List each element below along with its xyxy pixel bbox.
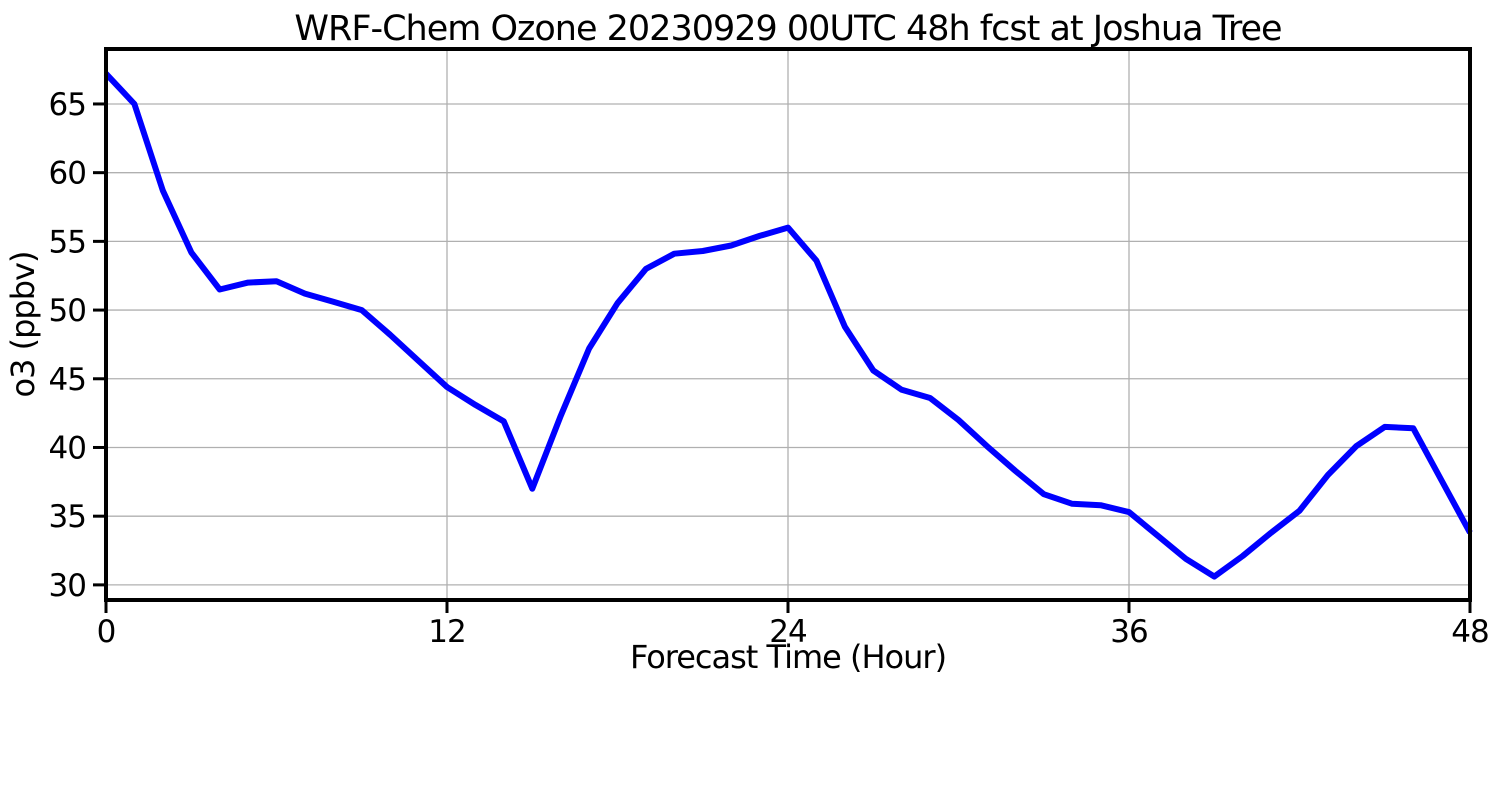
x-tick-label: 48 <box>1451 614 1488 650</box>
tick-layer: 0 12 24 36 48 30 35 40 45 50 55 60 65 <box>49 87 1490 650</box>
y-tick-label: 35 <box>49 499 86 535</box>
y-tick-label: 30 <box>49 568 86 604</box>
y-tick-label: 55 <box>49 224 86 260</box>
y-tick-label: 65 <box>49 87 86 123</box>
y-axis-label: o3 (ppbv) <box>4 252 42 398</box>
y-tick-label: 40 <box>49 430 86 466</box>
x-axis-label: Forecast Time (Hour) <box>630 638 946 676</box>
ozone-series-line <box>103 71 1473 580</box>
axis-layer <box>104 47 1472 602</box>
chart-title: WRF-Chem Ozone 20230929 00UTC 48h fcst a… <box>294 9 1281 49</box>
y-tick-label: 60 <box>49 156 86 192</box>
x-tick-label: 0 <box>97 614 116 650</box>
series-layer <box>103 71 1473 580</box>
grid-layer <box>106 49 1470 600</box>
y-tick-label: 45 <box>49 362 86 398</box>
x-tick-label: 12 <box>428 614 465 650</box>
y-tick-label: 50 <box>49 293 86 329</box>
x-tick-label: 24 <box>769 614 806 650</box>
axes-spines <box>104 47 1472 602</box>
x-tick-label: 36 <box>1110 614 1147 650</box>
